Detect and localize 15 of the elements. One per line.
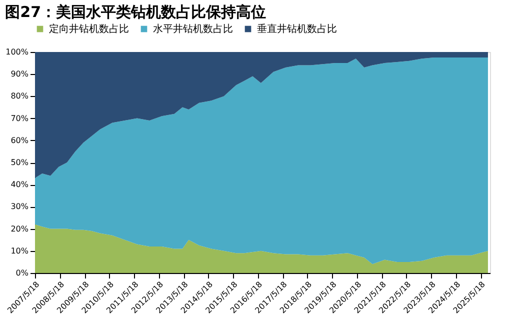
y-tick-label: 0% xyxy=(16,268,29,278)
y-tick-label: 50% xyxy=(10,158,29,167)
chart-title: 图27：美国水平类钻机数占比保持高位 xyxy=(5,3,266,21)
y-tick-label: 60% xyxy=(10,136,29,145)
y-tick-label: 90% xyxy=(10,70,29,79)
legend-label: 定向井钻机数占比 xyxy=(49,23,129,35)
y-tick-label: 80% xyxy=(10,92,29,101)
y-tick-label: 20% xyxy=(10,224,29,234)
y-tick-label: 30% xyxy=(10,202,29,212)
y-tick-label: 100% xyxy=(6,48,29,56)
y-tick-label: 70% xyxy=(10,114,29,123)
legend-label: 垂直井钻机数占比 xyxy=(257,23,337,35)
legend-label: 水平井钻机数占比 xyxy=(153,23,233,35)
y-tick-label: 10% xyxy=(10,246,29,256)
y-tick-label: 40% xyxy=(10,180,29,190)
